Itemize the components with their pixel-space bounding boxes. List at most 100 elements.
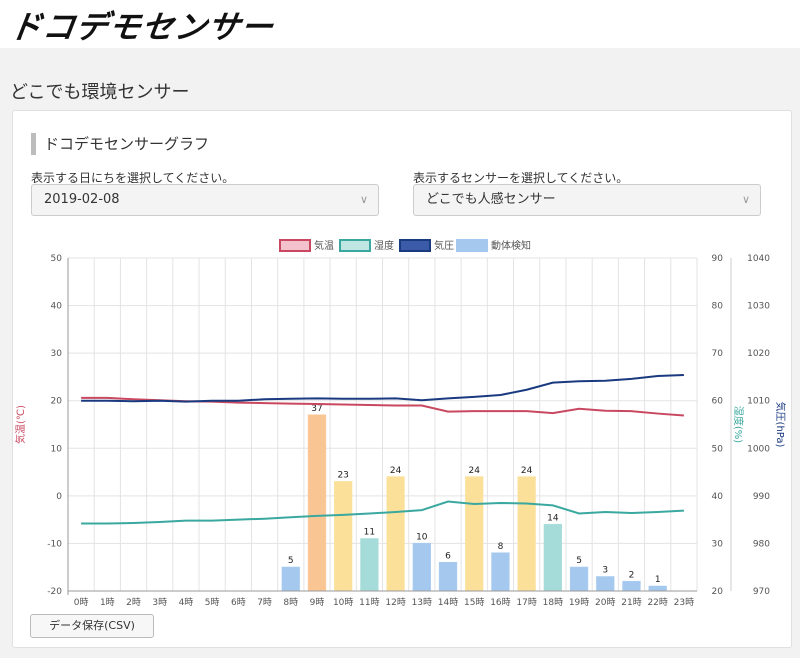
bar-value-label: 14 xyxy=(547,513,559,523)
y-tick-temp: 40 xyxy=(51,302,63,312)
bar-value-label: 11 xyxy=(364,528,375,538)
motion-bar[interactable] xyxy=(334,481,353,592)
motion-bar[interactable] xyxy=(360,538,379,592)
x-tick-label: 18時 xyxy=(543,597,563,608)
x-tick-label: 22時 xyxy=(647,597,667,608)
y-tick-temp: 50 xyxy=(51,254,63,264)
motion-bar[interactable] xyxy=(622,580,641,592)
legend-label-motion[interactable]: 動体検知 xyxy=(491,239,531,252)
legend-swatch-temp[interactable] xyxy=(279,239,311,252)
motion-bar[interactable] xyxy=(412,542,431,592)
y-tick-humid: 50 xyxy=(712,444,724,454)
legend-swatch-humid[interactable] xyxy=(339,239,371,252)
sensor-select[interactable]: どこでも人感センサー ∨ xyxy=(413,184,761,216)
bar-value-label: 1 xyxy=(655,575,661,585)
y-tick-pressure: 980 xyxy=(753,539,770,549)
environment-chart: 気温 湿度 気圧 動体検知 5 37 23 11 24 10 6 24 8 24 14 5 3 2 1 -2… xyxy=(14,239,787,608)
x-tick-label: 13時 xyxy=(412,597,432,608)
brand-logo[interactable]: ドコデモセンサー xyxy=(7,8,277,46)
x-tick-label: 10時 xyxy=(333,597,353,608)
date-select[interactable]: 2019-02-08 ∨ xyxy=(31,184,379,216)
x-tick-label: 2時 xyxy=(126,597,141,608)
y-tick-humid: 20 xyxy=(712,587,724,597)
bar-value-label: 2 xyxy=(629,570,635,580)
card-title: ドコデモセンサーグラフ xyxy=(31,133,209,155)
y-tick-temp: 0 xyxy=(56,492,62,502)
x-tick-label: 7時 xyxy=(257,597,272,608)
x-tick-label: 12時 xyxy=(385,597,405,608)
x-tick-label: 1時 xyxy=(100,597,115,608)
x-tick-label: 17時 xyxy=(516,597,536,608)
motion-bar[interactable] xyxy=(438,561,458,592)
y-axis-title-pressure: 気圧(hPa) xyxy=(774,402,787,448)
legend-label-humid[interactable]: 湿度 xyxy=(374,239,394,252)
csv-save-button[interactable]: データ保存(CSV) xyxy=(30,614,154,638)
motion-bar[interactable] xyxy=(491,552,510,592)
y-tick-temp: 30 xyxy=(51,349,63,359)
y-tick-pressure: 970 xyxy=(753,587,770,597)
legend-label-temp[interactable]: 気温 xyxy=(314,239,334,252)
legend-label-pressure[interactable]: 気圧 xyxy=(434,239,454,252)
x-tick-label: 23時 xyxy=(674,597,694,608)
y-tick-temp: -20 xyxy=(47,587,62,597)
pressure-line[interactable] xyxy=(81,374,684,403)
x-tick-label: 14時 xyxy=(438,597,458,608)
x-tick-label: 21時 xyxy=(621,597,641,608)
y-tick-pressure: 1020 xyxy=(747,349,770,359)
legend-swatch-pressure[interactable] xyxy=(399,239,431,252)
motion-bar[interactable] xyxy=(281,566,300,592)
header-bar: ドコデモセンサー xyxy=(0,0,800,48)
sensor-select-label: 表示するセンサーを選択してください。 xyxy=(413,171,629,185)
y-tick-pressure: 1000 xyxy=(747,444,770,454)
humidity-line[interactable] xyxy=(81,500,684,525)
chart-grid xyxy=(67,257,698,592)
x-tick-label: 11時 xyxy=(359,597,379,608)
bar-value-label: 3 xyxy=(602,566,608,576)
y-tick-humid: 40 xyxy=(712,492,724,502)
x-tick-label: 4時 xyxy=(179,597,194,608)
x-tick-label: 9時 xyxy=(310,597,325,608)
legend-swatch-motion[interactable] xyxy=(456,239,488,252)
date-select-value: 2019-02-08 xyxy=(44,192,120,207)
motion-bar[interactable] xyxy=(543,523,563,592)
y-axis-title-humid: 湿度(%) xyxy=(732,406,745,443)
y-tick-pressure: 990 xyxy=(753,492,770,502)
page-title: どこでも環境センサー xyxy=(10,82,190,103)
y-tick-temp: -10 xyxy=(47,539,62,549)
y-axis-title-temp: 気温(℃) xyxy=(14,405,27,444)
y-tick-humid: 70 xyxy=(712,349,724,359)
y-tick-temp: 10 xyxy=(51,444,63,454)
bar-value-label: 23 xyxy=(337,471,348,481)
x-tick-label: 0時 xyxy=(74,597,89,608)
motion-bar[interactable] xyxy=(569,566,589,592)
motion-bar[interactable] xyxy=(386,476,405,592)
bar-value-label: 8 xyxy=(498,542,504,552)
bar-value-label: 5 xyxy=(288,556,294,566)
motion-bar[interactable] xyxy=(596,576,615,592)
y-tick-humid: 90 xyxy=(712,254,724,264)
motion-bar[interactable] xyxy=(307,414,327,592)
y-tick-humid: 30 xyxy=(712,539,724,549)
y-tick-pressure: 1040 xyxy=(747,254,770,264)
bar-value-label: 37 xyxy=(311,404,322,414)
y-tick-pressure: 1010 xyxy=(747,397,770,407)
bar-value-label: 5 xyxy=(576,556,582,566)
x-tick-label: 15時 xyxy=(464,597,484,608)
y-tick-humid: 60 xyxy=(712,397,724,407)
y-tick-temp: 20 xyxy=(51,397,63,407)
x-tick-label: 6時 xyxy=(231,597,246,608)
motion-bar[interactable] xyxy=(517,476,536,592)
series-lines xyxy=(81,374,684,525)
y-tick-pressure: 1030 xyxy=(747,302,770,312)
bar-value-label: 24 xyxy=(469,466,481,476)
bar-value-label: 6 xyxy=(445,551,451,561)
bar-value-label: 24 xyxy=(390,466,402,476)
motion-bars: 5 37 23 11 24 10 6 24 8 24 14 5 3 2 1 xyxy=(281,404,667,592)
x-tick-label: 16時 xyxy=(490,597,510,608)
motion-bar[interactable] xyxy=(648,585,667,592)
sensor-select-value: どこでも人感センサー xyxy=(426,192,556,207)
x-tick-label: 5時 xyxy=(205,597,220,608)
motion-bar[interactable] xyxy=(465,476,484,592)
date-select-label: 表示する日にちを選択してください。 xyxy=(31,171,235,185)
